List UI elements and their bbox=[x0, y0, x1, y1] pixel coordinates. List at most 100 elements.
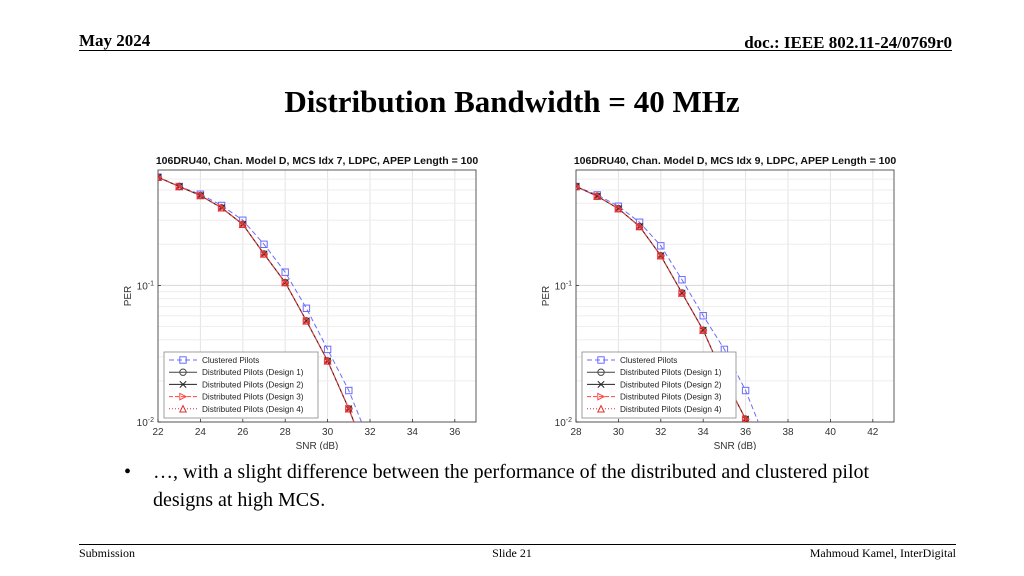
legend-marker bbox=[179, 392, 188, 401]
slide-title: Distribution Bandwidth = 40 MHz bbox=[284, 84, 740, 119]
data-point bbox=[238, 220, 247, 229]
header-doc-id: doc.: IEEE 802.11-24/0769r0 bbox=[744, 33, 952, 52]
header-date: May 2024 bbox=[79, 31, 151, 50]
data-point bbox=[134, 159, 140, 165]
per-chart-mcs9: 106DRU40, Chan. Model D, MCS Idx 9, LDPC… bbox=[541, 155, 896, 450]
series-distributed-pilots-design-4 bbox=[134, 159, 355, 422]
x-tick-label: 28 bbox=[570, 427, 582, 438]
legend-marker bbox=[597, 368, 605, 376]
data-point bbox=[259, 249, 269, 258]
data-point bbox=[302, 316, 311, 325]
data-point bbox=[699, 325, 708, 334]
data-point bbox=[217, 203, 226, 212]
plot-frame bbox=[157, 169, 477, 423]
series-line bbox=[158, 176, 363, 422]
data-point bbox=[657, 251, 666, 260]
footer-author: Mahmoud Kamel, InterDigital bbox=[809, 546, 956, 560]
legend-marker bbox=[597, 380, 605, 388]
y-axis-label: PER bbox=[541, 286, 552, 307]
y-tick-label: 10-1 bbox=[555, 280, 572, 292]
data-point bbox=[196, 191, 205, 200]
legend-marker bbox=[179, 380, 187, 388]
x-tick-label: 42 bbox=[867, 427, 879, 438]
data-point bbox=[175, 182, 184, 191]
data-point bbox=[217, 203, 226, 212]
data-point bbox=[281, 278, 290, 287]
data-point bbox=[576, 182, 581, 191]
data-point bbox=[323, 345, 332, 354]
x-tick-label: 22 bbox=[152, 427, 164, 438]
data-point bbox=[614, 204, 623, 213]
data-point bbox=[134, 159, 140, 165]
legend-marker bbox=[597, 356, 605, 364]
per-chart-mcs7: 106DRU40, Chan. Model D, MCS Idx 7, LDPC… bbox=[123, 155, 479, 450]
data-point bbox=[367, 440, 373, 446]
legend-label: Distributed Pilots (Design 3) bbox=[620, 393, 722, 402]
data-point bbox=[635, 222, 644, 231]
legend-label: Distributed Pilots (Design 1) bbox=[620, 368, 722, 377]
data-point bbox=[345, 386, 353, 395]
data-point bbox=[593, 192, 602, 201]
legend-marker bbox=[179, 356, 187, 364]
legend-label: Clustered Pilots bbox=[620, 356, 677, 365]
data-point bbox=[134, 159, 140, 165]
footer-slide-number: Slide 21 bbox=[492, 546, 532, 560]
legend-label: Distributed Pilots (Design 4) bbox=[202, 405, 304, 414]
data-point bbox=[158, 172, 163, 181]
data-point bbox=[699, 326, 708, 335]
data-point bbox=[281, 268, 289, 276]
y-axis-label: PER bbox=[123, 286, 134, 307]
data-point bbox=[175, 182, 184, 191]
data-point bbox=[239, 220, 248, 229]
data-point bbox=[134, 159, 140, 165]
x-tick-label: 32 bbox=[364, 427, 376, 438]
legend-box bbox=[581, 351, 737, 419]
legend-label: Distributed Pilots (Design 2) bbox=[202, 380, 304, 389]
series-line bbox=[158, 176, 355, 422]
footer-divider bbox=[79, 544, 956, 545]
legend: Clustered Pilots Distributed Pilots (Desi… bbox=[581, 351, 737, 419]
header-divider bbox=[79, 50, 952, 51]
chart-title: 106DRU40, Chan. Model D, MCS Idx 7, LDPC… bbox=[156, 155, 479, 167]
data-point bbox=[656, 251, 665, 260]
data-point bbox=[281, 278, 290, 287]
data-point bbox=[344, 404, 353, 413]
x-tick-label: 40 bbox=[825, 427, 837, 438]
x-tick-label: 36 bbox=[740, 427, 752, 438]
data-point bbox=[134, 159, 140, 165]
legend-box bbox=[163, 351, 319, 419]
data-point bbox=[323, 356, 332, 365]
data-point bbox=[345, 404, 354, 413]
x-tick-label: 34 bbox=[698, 427, 710, 438]
bullet-marker: • bbox=[124, 461, 132, 483]
legend: Clustered Pilots Distributed Pilots (Desi… bbox=[163, 351, 319, 419]
legend-marker bbox=[596, 404, 606, 413]
data-point bbox=[323, 356, 332, 365]
data-point bbox=[764, 440, 770, 446]
series-distributed-pilots-design-4 bbox=[576, 182, 750, 422]
data-point bbox=[678, 276, 686, 284]
plot-frame bbox=[575, 169, 895, 423]
x-axis-label: SNR (dB) bbox=[714, 441, 757, 450]
x-tick-label: 38 bbox=[782, 427, 794, 438]
x-tick-label: 26 bbox=[237, 427, 249, 438]
legend-label: Distributed Pilots (Design 2) bbox=[620, 380, 722, 389]
footer-submission: Submission bbox=[79, 546, 136, 560]
data-point bbox=[260, 249, 269, 258]
data-point bbox=[239, 216, 247, 224]
bullet-text: …, with a slight difference between the … bbox=[153, 461, 870, 511]
data-point bbox=[260, 240, 268, 249]
x-tick-label: 36 bbox=[449, 427, 461, 438]
data-point bbox=[635, 218, 644, 226]
data-point bbox=[699, 312, 707, 320]
legend-marker bbox=[178, 404, 188, 413]
x-tick-label: 34 bbox=[407, 427, 419, 438]
data-point bbox=[678, 288, 687, 298]
x-tick-label: 28 bbox=[280, 427, 292, 438]
data-point bbox=[302, 316, 311, 325]
data-point bbox=[741, 415, 750, 422]
legend-marker bbox=[597, 392, 606, 401]
y-tick-label: 10-1 bbox=[137, 280, 154, 292]
data-point bbox=[593, 191, 602, 200]
x-tick-label: 32 bbox=[655, 427, 667, 438]
